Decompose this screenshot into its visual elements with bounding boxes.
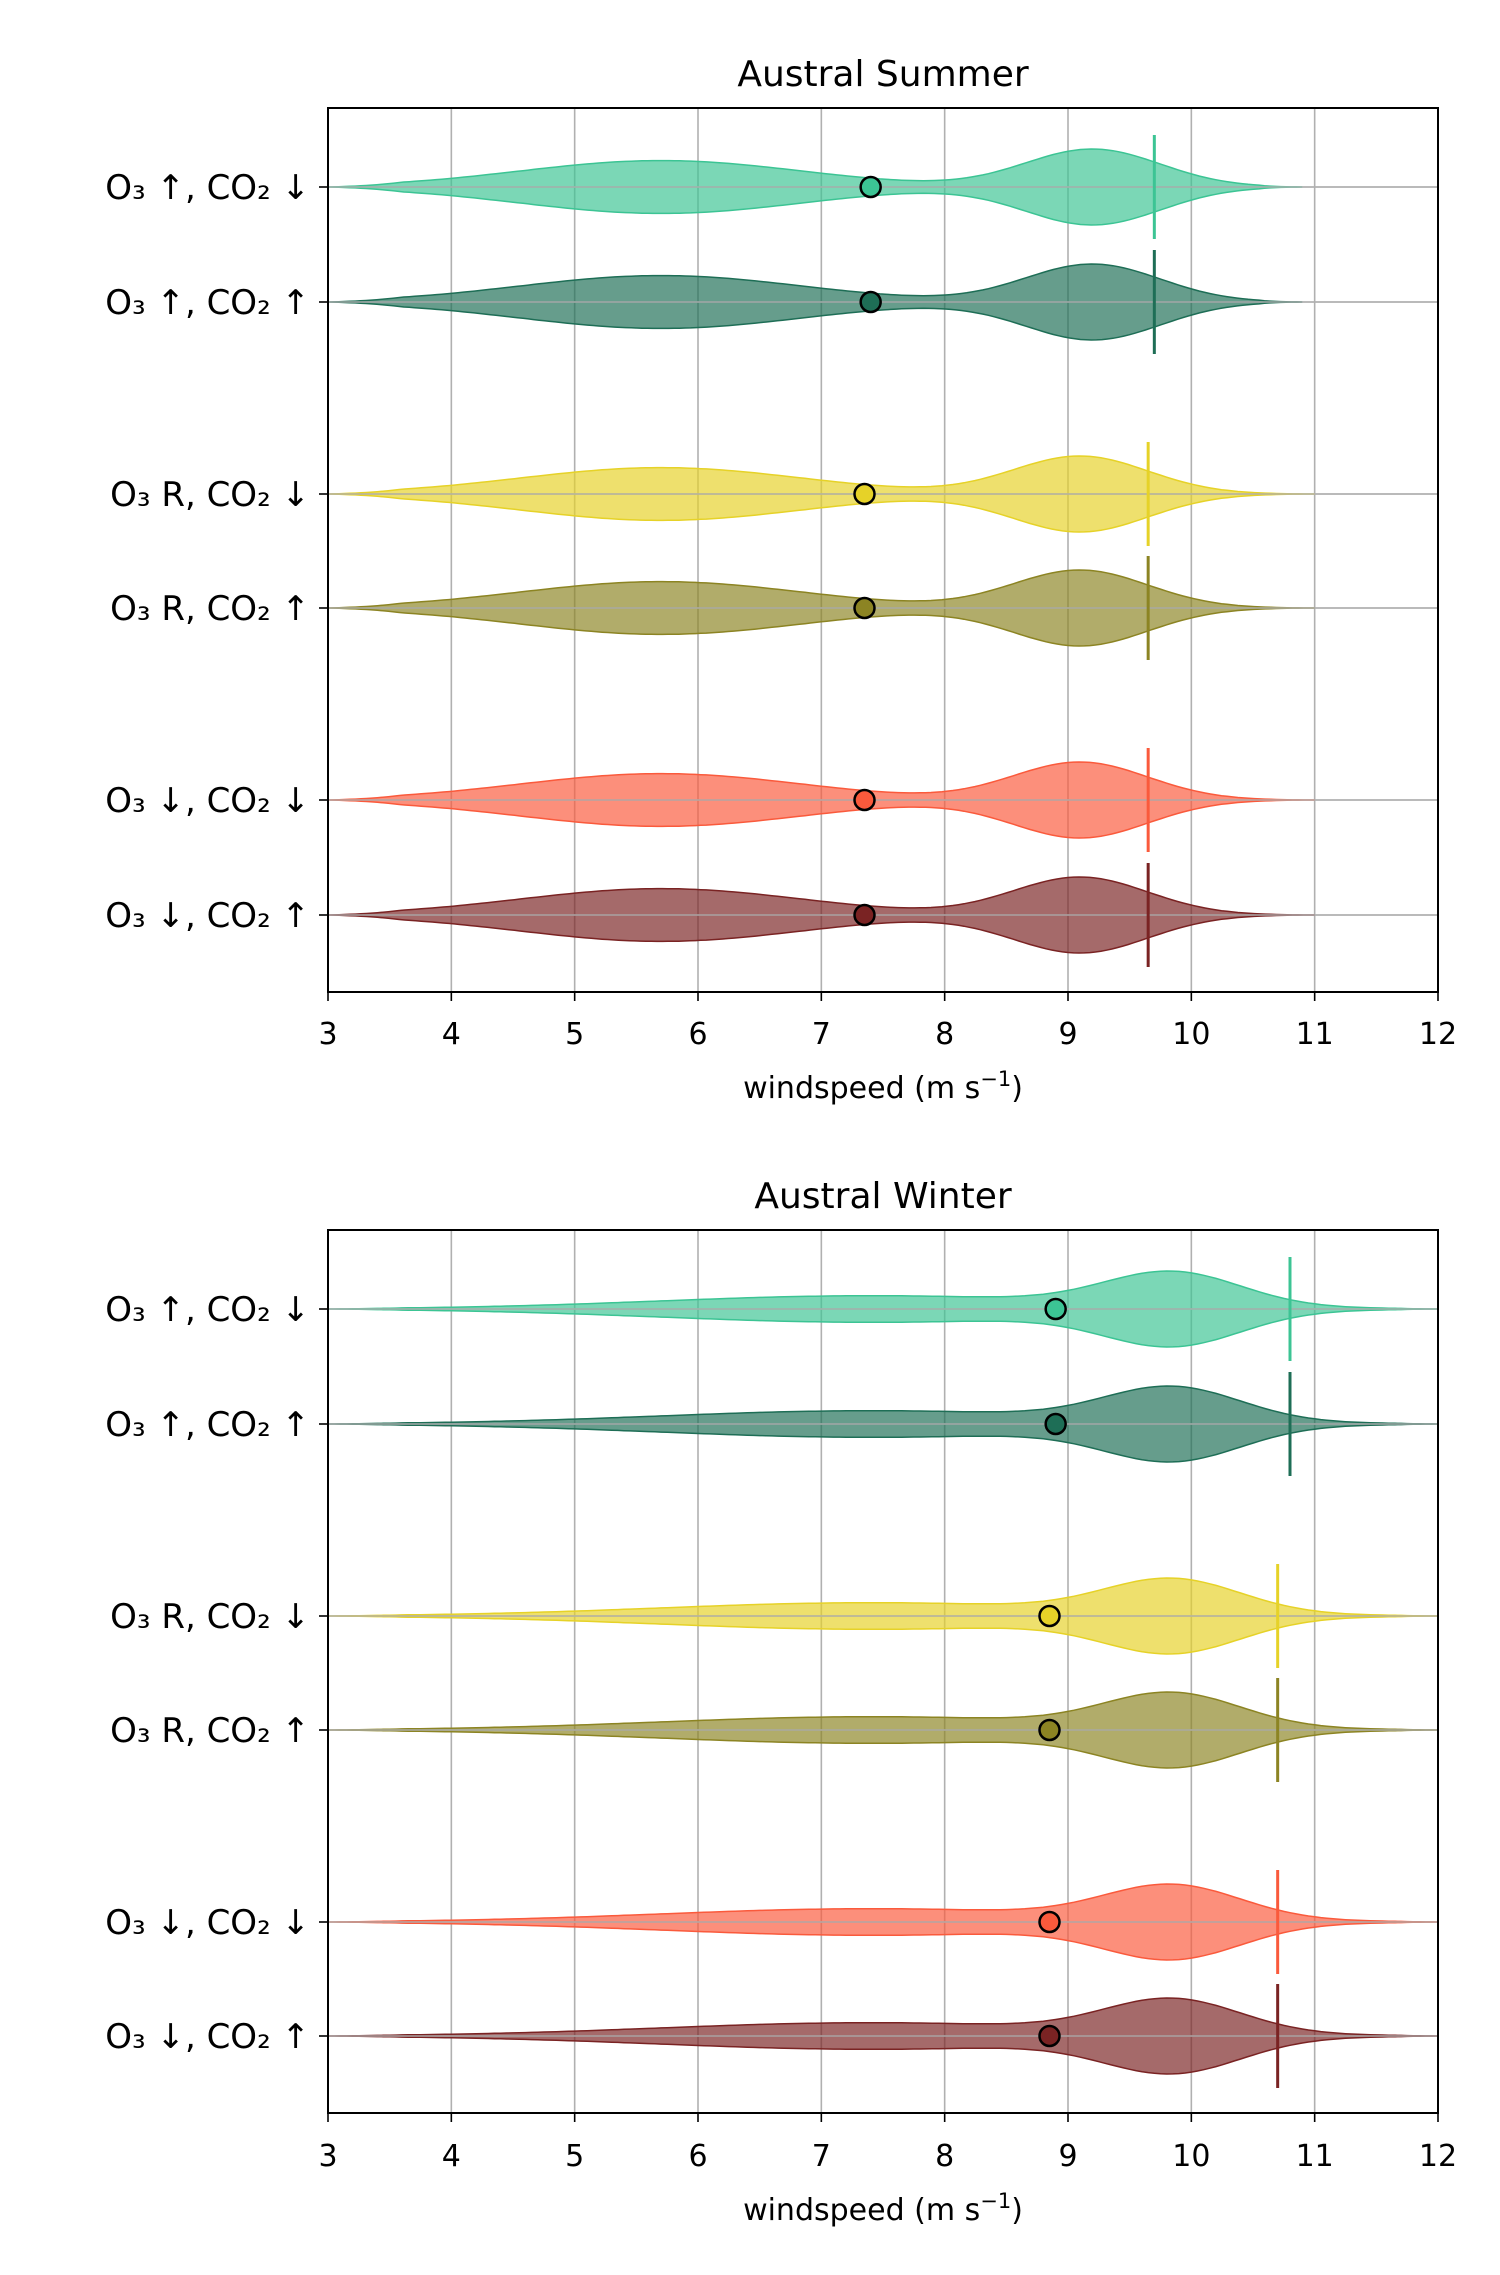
x-tick-label: 9 [1058,1017,1077,1052]
x-axis-label: windspeed (m s−1) [743,1067,1023,1106]
x-tick-label: 12 [1419,2139,1457,2174]
x-tick-label: 8 [935,2139,954,2174]
x-tick-label: 12 [1419,1017,1457,1052]
y-tick-label: O₃ ↑, CO₂ ↑ [105,1405,310,1445]
y-tick-label: O₃ R, CO₂ ↑ [110,1711,310,1751]
x-tick-label: 3 [318,2139,337,2174]
mean-marker [1038,1604,1061,1628]
mean-marker [853,788,876,812]
y-tick-label: O₃ ↑, CO₂ ↓ [105,1290,310,1330]
mean-marker [853,482,876,506]
mean-marker [1044,1297,1067,1321]
mean-marker [1038,1910,1061,1934]
y-tick-label: O₃ ↑, CO₂ ↓ [105,168,310,208]
y-tick-label: O₃ R, CO₂ ↑ [110,589,310,629]
y-tick-label: O₃ R, CO₂ ↓ [110,475,310,515]
axes-frame [327,1229,1439,2114]
mean-marker [859,290,882,314]
y-tick-label: O₃ ↓, CO₂ ↓ [105,1903,310,1943]
mean-marker [853,596,876,620]
mean-marker [1038,1718,1061,1742]
mean-marker [1044,1412,1067,1436]
mean-marker [1038,2024,1061,2048]
chart-title: Austral Summer [737,54,1029,95]
x-tick-label: 7 [812,1017,831,1052]
y-tick-label: O₃ ↓, CO₂ ↓ [105,781,310,821]
x-axis-label: windspeed (m s−1) [743,2189,1023,2228]
y-tick-label: O₃ ↑, CO₂ ↑ [105,283,310,323]
mean-marker [853,903,876,927]
x-tick-label: 7 [812,2139,831,2174]
x-tick-label: 9 [1058,2139,1077,2174]
y-tick-label: O₃ ↓, CO₂ ↑ [105,2017,310,2057]
x-tick-label: 11 [1296,2139,1334,2174]
y-tick-label: O₃ ↓, CO₂ ↑ [105,896,310,936]
x-tick-label: 8 [935,1017,954,1052]
summer-panel: Austral Summer O₃ ↑, CO₂ ↓ O₃ ↑, CO₂ ↑ O₃ R… [105,54,1457,1106]
mean-marker [859,175,882,199]
x-tick-label: 10 [1172,2139,1210,2174]
winter-panel: Austral Winter O₃ ↑, CO₂ ↓ O₃ ↑, CO₂ ↑ O₃ R… [105,1176,1457,2228]
x-tick-label: 4 [442,2139,461,2174]
x-tick-label: 10 [1172,1017,1210,1052]
chart-title: Austral Winter [754,1176,1012,1217]
x-tick-label: 11 [1296,1017,1334,1052]
x-tick-label: 5 [565,1017,584,1052]
x-tick-label: 5 [565,2139,584,2174]
x-tick-label: 3 [318,1017,337,1052]
x-tick-label: 6 [688,1017,707,1052]
axes-frame [327,107,1439,993]
x-tick-label: 4 [442,1017,461,1052]
x-tick-label: 6 [688,2139,707,2174]
y-tick-label: O₃ R, CO₂ ↓ [110,1597,310,1637]
